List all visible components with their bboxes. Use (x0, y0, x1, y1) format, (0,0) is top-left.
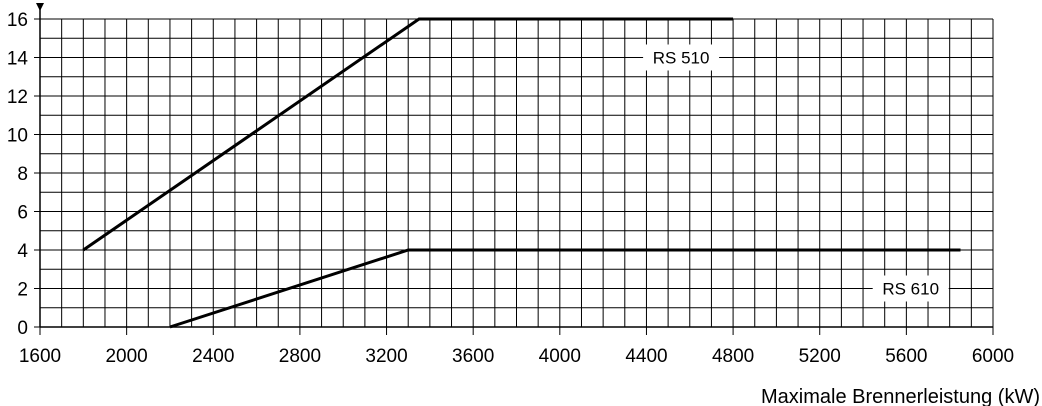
x-tick-label: 2800 (279, 346, 321, 367)
y-tick-label: 10 (7, 126, 28, 147)
series-line-rs-510 (82, 17, 734, 252)
series-label-bg-rs-510 (643, 44, 720, 71)
series-label-rs-610: RS 610 (882, 280, 939, 299)
y-tick-label: 6 (17, 203, 28, 224)
x-tick-label: 4800 (712, 346, 754, 367)
y-axis-arrow (36, 3, 44, 11)
chart-series (82, 17, 961, 329)
y-tick-label: 16 (7, 10, 28, 31)
y-tick-label: 8 (17, 164, 28, 185)
y-tick-label: 2 (17, 280, 28, 301)
chart-grid (39, 18, 994, 328)
y-tick-label: 0 (17, 318, 28, 339)
y-tick-label: 4 (17, 241, 28, 262)
x-tick-label: 2000 (105, 346, 147, 367)
x-tick-label: 4400 (625, 346, 667, 367)
x-axis-label: Maximale Brennerleistung (kW) (761, 386, 1040, 406)
chart-annotations: RS 510 RS 610 (643, 44, 949, 302)
x-tick-label: 2400 (192, 346, 234, 367)
chart-axes (34, 3, 994, 335)
x-tick-label: 6000 (972, 346, 1014, 367)
x-tick-label: 5200 (799, 346, 841, 367)
chart-tick-labels: 1600 2000 2400 2800 3200 3600 4000 4400 4800 5200… (7, 10, 1014, 367)
x-tick-label: 3200 (365, 346, 407, 367)
y-tick-label: 14 (7, 49, 29, 70)
series-line-rs-610 (169, 248, 961, 329)
x-tick-label: 1600 (19, 346, 61, 367)
x-tick-label: 4000 (539, 346, 581, 367)
x-tick-label: 3600 (452, 346, 494, 367)
series-label-bg-rs-610 (872, 275, 949, 302)
x-tick-label: 5600 (885, 346, 927, 367)
y-tick-label: 12 (7, 87, 28, 108)
series-label-rs-510: RS 510 (653, 49, 710, 68)
